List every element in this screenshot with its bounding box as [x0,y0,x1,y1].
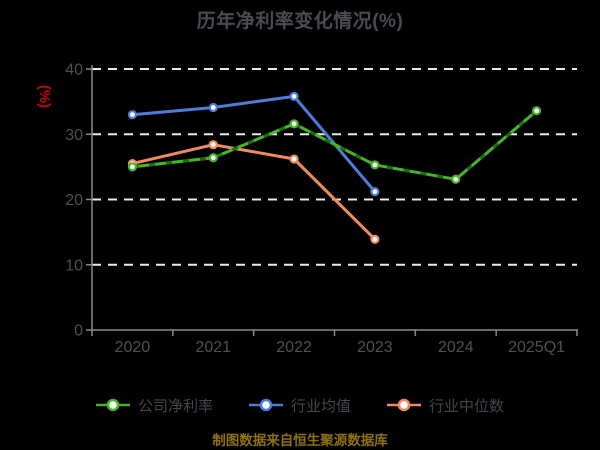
data-point-industry-median-1 [208,140,218,150]
y-tick-label-20: 20 [65,192,83,209]
series-line-industry-mean [130,94,377,194]
y-tick-label-30: 30 [65,127,83,144]
y-tick-label-40: 40 [65,62,83,79]
legend-marker-icon-industry-median [387,398,421,412]
data-point-industry-mean-3 [370,187,380,197]
legend-item-industry-median[interactable]: 行业中位数 [387,395,504,416]
y-tick-label-0: 0 [74,323,83,340]
legend-item-industry-mean[interactable]: 行业均值 [248,395,351,416]
data-point-company-net-margin-3 [370,160,380,170]
series-line-industry-median [130,143,377,241]
series-line-dash-overlay-company-net-margin [132,109,538,181]
legend-marker-icon-company-net-margin [95,398,130,412]
legend-label-industry-mean: 行业均值 [290,397,351,415]
legend-item-company-net-margin[interactable]: 公司净利率 [95,395,213,416]
y-tick-label-10: 10 [65,257,83,274]
data-point-company-net-margin-0 [127,162,138,172]
legend: 公司净利率 行业均值 行业中位数 [0,392,600,418]
data-point-company-net-margin-2 [289,119,299,129]
x-tick-label-2021: 2021 [195,339,231,356]
legend-label-industry-median: 行业中位数 [429,397,505,415]
x-tick-label-2024: 2024 [438,339,474,356]
legend-label-company-net-margin: 公司净利率 [137,397,213,415]
series-line-company-net-margin [130,109,539,181]
legend-marker-icon-industry-mean [248,398,283,412]
data-point-company-net-margin-4 [451,174,461,184]
x-tick-label-2025Q1: 2025Q1 [508,339,565,356]
data-point-industry-mean-2 [289,91,299,102]
data-point-company-net-margin-1 [208,153,218,163]
chart-title: 历年净利率变化情况(%) [196,11,404,32]
data-point-industry-mean-0 [127,110,138,120]
data-point-industry-median-2 [289,154,299,164]
x-tick-label-2020: 2020 [115,339,151,356]
data-point-industry-median-3 [370,234,380,244]
x-tick-label-2023: 2023 [357,339,393,356]
data-point-company-net-margin-5 [531,106,542,116]
data-source-caption: 制图数据来自恒生聚源数据库 [212,433,388,448]
data-point-industry-mean-1 [208,102,218,113]
x-tick-label-2022: 2022 [276,339,312,356]
